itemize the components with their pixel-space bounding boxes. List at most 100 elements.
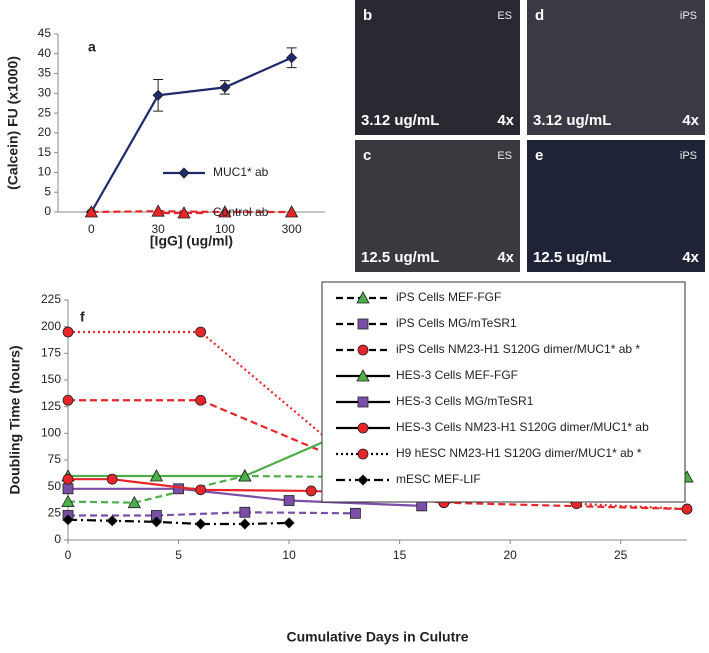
y-tick-label: 175 (41, 346, 61, 360)
marker (286, 52, 298, 64)
magnification: 4x (497, 112, 514, 129)
marker (239, 518, 251, 530)
series-line (67, 518, 290, 526)
y-tick-label: 0 (54, 532, 61, 546)
legend-label: HES-3 Cells NM23-H1 S120G dimer/MUC1* ab (396, 420, 649, 434)
x-tick-label: 20 (503, 548, 517, 562)
marker (357, 396, 369, 408)
y-tick-label: 35 (38, 66, 52, 80)
concentration: 3.12 ug/mL (533, 112, 611, 129)
y-tick-label: 25 (38, 105, 52, 119)
series-line (68, 487, 422, 507)
series-line (68, 511, 356, 517)
series-line (90, 56, 293, 213)
magnification: 4x (497, 249, 514, 266)
legend-label: H9 hESC NM23-H1 S120G dimer/MUC1* ab * (396, 446, 642, 460)
legend-label: mESC MEF-LIF (396, 472, 481, 486)
marker (283, 495, 295, 506)
y-tick-label: 45 (38, 26, 52, 40)
marker (357, 474, 369, 486)
marker (681, 503, 693, 515)
marker (357, 344, 369, 356)
micrograph (527, 0, 705, 135)
series-line (68, 330, 688, 511)
y-tick-label: 5 (44, 184, 51, 198)
marker (356, 291, 370, 304)
marker (305, 485, 317, 497)
marker (106, 473, 118, 485)
y-tick-label: 20 (38, 125, 52, 139)
marker (195, 484, 207, 496)
marker (239, 506, 251, 518)
panel-label: ES (497, 150, 512, 162)
concentration: 12.5 ug/mL (361, 249, 439, 266)
marker (61, 494, 75, 508)
x-axis-title: Cumulative Days in Culutre (286, 629, 468, 645)
x-tick-label: 25 (614, 548, 628, 562)
y-tick-label: 30 (38, 86, 52, 100)
marker (219, 81, 231, 93)
marker (178, 167, 190, 179)
marker (195, 394, 207, 406)
y-tick-label: 25 (48, 506, 62, 520)
micrograph (355, 0, 520, 135)
marker (106, 515, 118, 527)
y-tick-label: 40 (38, 46, 52, 60)
y-tick-label: 15 (38, 145, 52, 159)
marker (357, 318, 369, 330)
y-axis-title: (Calcein) FU (x1000) (5, 56, 21, 190)
x-tick-label: 5 (175, 548, 182, 562)
panel-label: iPS (680, 150, 697, 162)
y-tick-label: 75 (48, 452, 62, 466)
marker (62, 473, 74, 485)
legend-box (321, 281, 686, 503)
x-tick-label: 300 (282, 222, 302, 236)
legend-label: HES-3 Cells MG/mTeSR1 (396, 394, 534, 408)
marker (149, 469, 164, 482)
marker (62, 483, 74, 495)
y-tick-label: 150 (41, 372, 61, 386)
panel-letter: e (535, 147, 543, 164)
y-axis-title: Doubling Time (hours) (7, 345, 23, 494)
y-tick-label: 200 (41, 319, 61, 333)
panel-letter: a (88, 39, 96, 55)
marker (127, 495, 141, 509)
magnification: 4x (682, 112, 699, 129)
marker (357, 422, 369, 434)
y-tick-label: 0 (44, 204, 51, 218)
marker (152, 89, 164, 101)
y-tick-label: 10 (38, 165, 52, 179)
legend-label: MUC1* ab (213, 165, 269, 179)
y-tick-label: 225 (41, 292, 61, 306)
x-tick-label: 15 (393, 548, 407, 562)
legend-label: Control ab (213, 205, 269, 219)
legend-label: HES-3 Cells MEF-FGF (396, 368, 518, 382)
marker (284, 205, 299, 218)
micrograph (527, 140, 705, 272)
concentration: 12.5 ug/mL (533, 249, 611, 266)
marker (62, 514, 74, 526)
x-tick-label: 10 (282, 548, 296, 562)
x-tick-label: 30 (151, 222, 165, 236)
concentration: 3.12 ug/mL (361, 112, 439, 129)
panel-letter: c (363, 147, 371, 164)
marker (84, 205, 99, 218)
panel-label: iPS (680, 10, 697, 22)
marker (195, 518, 207, 530)
marker (283, 517, 295, 529)
series-line (91, 210, 292, 214)
x-tick-label: 0 (88, 222, 95, 236)
x-axis-title: [IgG] (ug/ml) (150, 233, 233, 249)
magnification: 4x (682, 249, 699, 266)
panel-letter: f (80, 309, 85, 325)
marker (150, 516, 162, 528)
marker (62, 326, 74, 338)
marker (195, 326, 207, 338)
marker (356, 369, 370, 382)
marker (357, 448, 369, 460)
x-tick-label: 0 (65, 548, 72, 562)
panel-letter: d (535, 7, 544, 24)
marker (177, 206, 191, 219)
marker (151, 204, 165, 217)
